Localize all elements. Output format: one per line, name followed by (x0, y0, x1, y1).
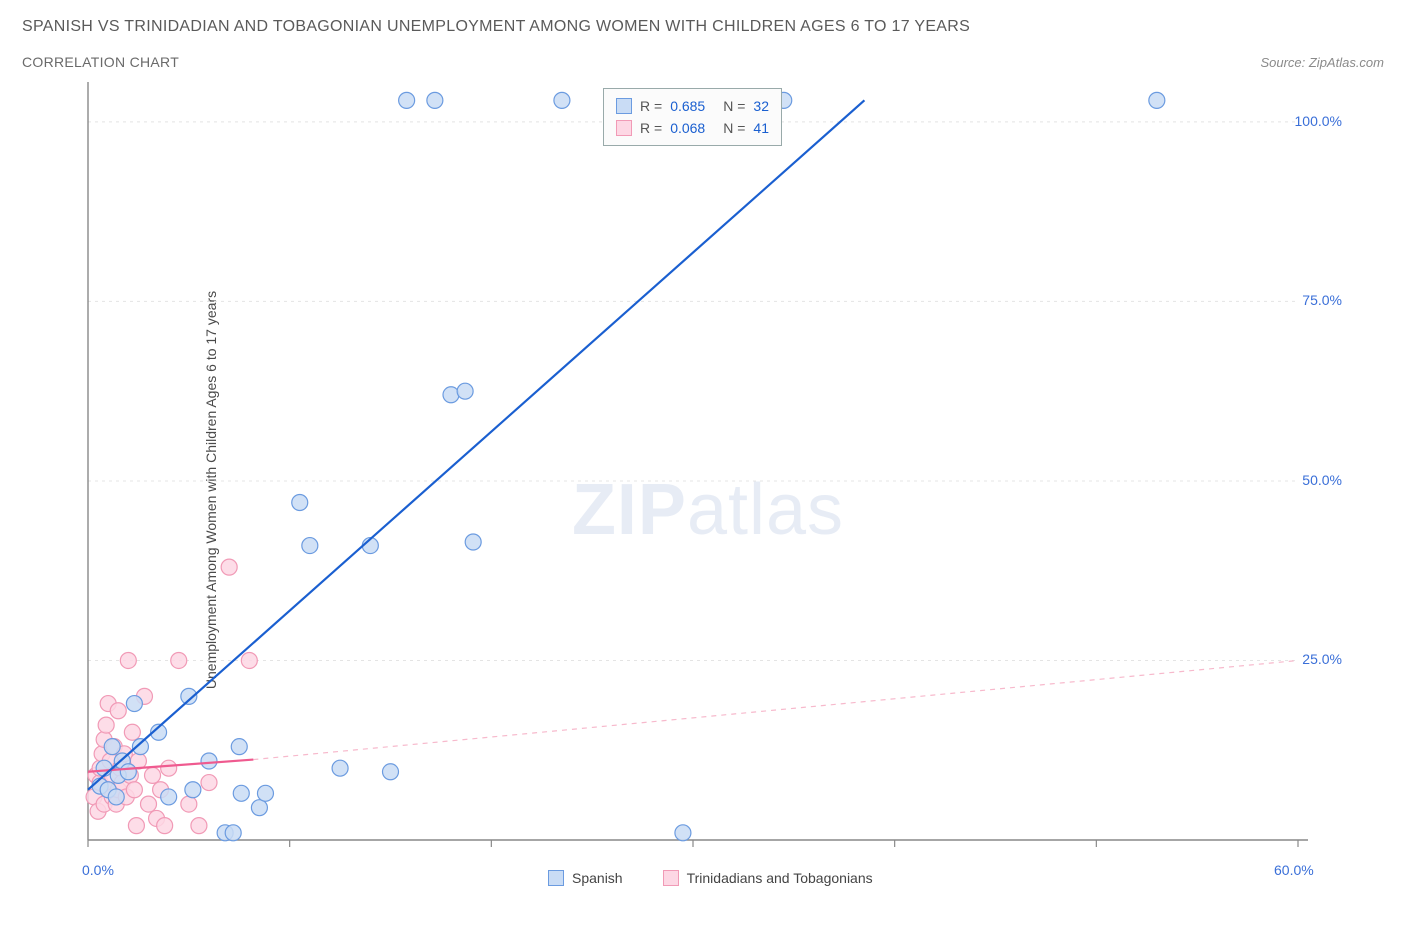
legend-swatch (616, 120, 632, 136)
series-legend-label: Trinidadians and Tobagonians (687, 870, 873, 886)
r-label: R = (640, 117, 662, 139)
xtick-label: 0.0% (82, 862, 114, 878)
ytick-label: 50.0% (1302, 472, 1342, 488)
series-legend: Spanish Trinidadians and Tobagonians (548, 870, 873, 886)
legend-row: R = 0.068 N = 41 (616, 117, 769, 139)
legend-swatch (616, 98, 632, 114)
correlation-legend: R = 0.685 N = 32 R = 0.068 N = 41 (603, 88, 782, 146)
chart-subtitle: CORRELATION CHART (22, 54, 179, 70)
ytick-label: 25.0% (1302, 651, 1342, 667)
n-value: 41 (753, 117, 769, 139)
source-name: ZipAtlas.com (1309, 55, 1384, 70)
scatter-svg (68, 80, 1348, 872)
n-label: N = (723, 95, 745, 117)
r-value: 0.068 (670, 117, 705, 139)
n-label: N = (723, 117, 745, 139)
legend-swatch (663, 870, 679, 886)
ytick-label: 75.0% (1302, 292, 1342, 308)
chart-title: SPANISH VS TRINIDADIAN AND TOBAGONIAN UN… (22, 18, 1384, 36)
legend-swatch (548, 870, 564, 886)
r-value: 0.685 (670, 95, 705, 117)
source-attribution: Source: ZipAtlas.com (1260, 55, 1384, 70)
subtitle-row: CORRELATION CHART Source: ZipAtlas.com (22, 54, 1384, 70)
ytick-label: 100.0% (1295, 113, 1342, 129)
source-prefix: Source: (1260, 55, 1308, 70)
chart-container: SPANISH VS TRINIDADIAN AND TOBAGONIAN UN… (0, 0, 1406, 930)
n-value: 32 (753, 95, 769, 117)
r-label: R = (640, 95, 662, 117)
chart-wrap: Unemployment Among Women with Children A… (22, 80, 1384, 900)
series-legend-item: Spanish (548, 870, 623, 886)
plot-area: ZIPatlas R =0.685N =32R =0.068N =41 Span… (68, 80, 1348, 872)
series-legend-item: Trinidadians and Tobagonians (663, 870, 873, 886)
xtick-label: 60.0% (1274, 862, 1314, 878)
series-legend-label: Spanish (572, 870, 623, 886)
legend-row: R = 0.685 N = 32 (616, 95, 769, 117)
